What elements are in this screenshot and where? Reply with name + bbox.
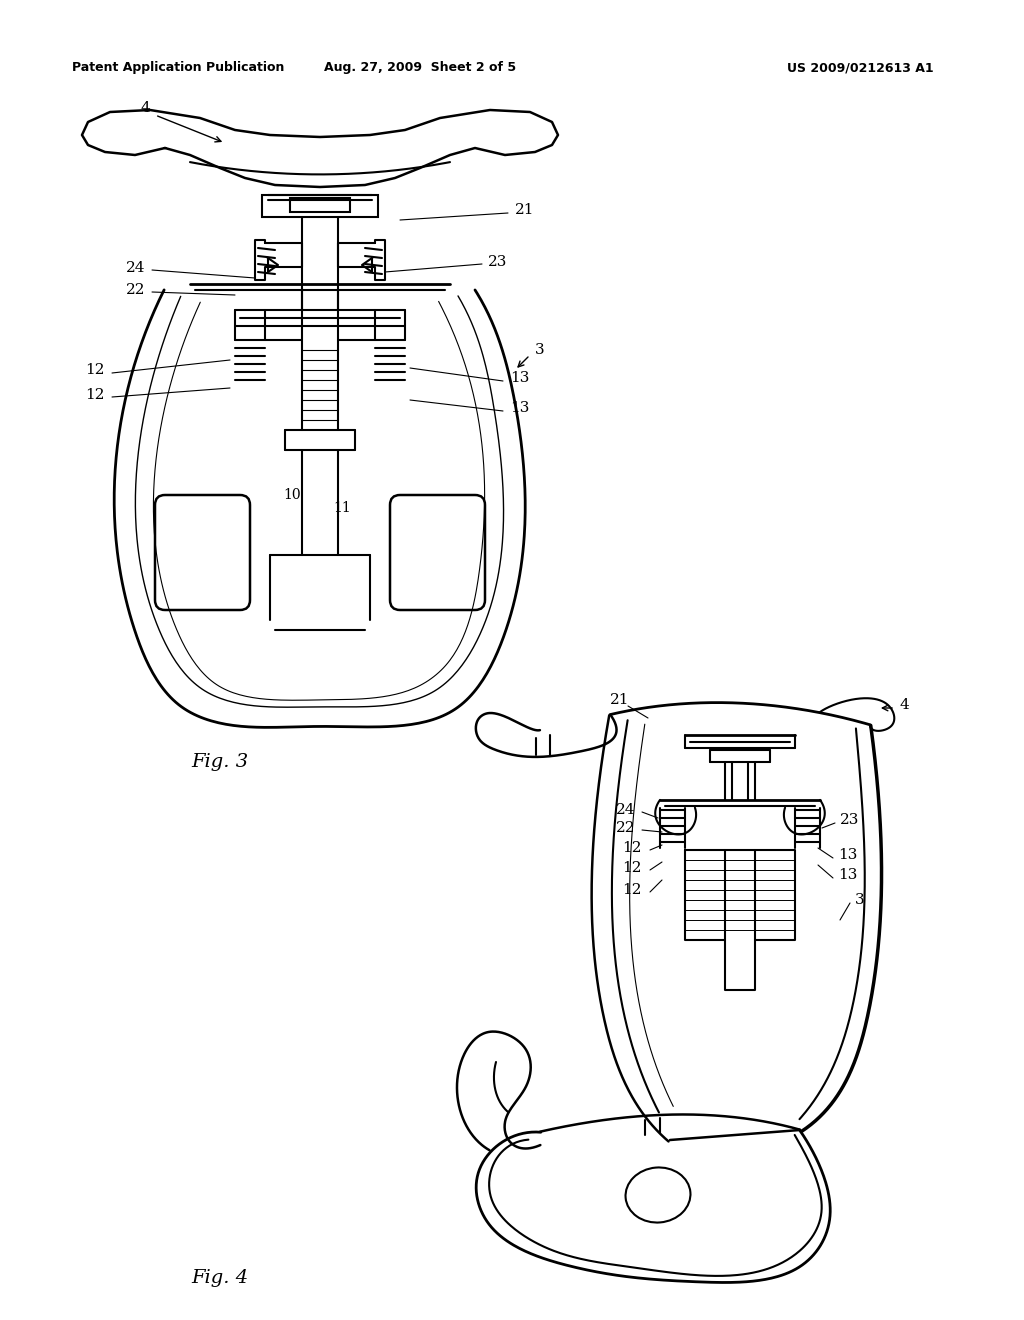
Text: 21: 21 (515, 203, 535, 216)
Text: US 2009/0212613 A1: US 2009/0212613 A1 (786, 62, 933, 74)
Text: 11: 11 (333, 502, 351, 515)
Text: 3: 3 (855, 894, 864, 907)
Text: 22: 22 (126, 282, 145, 297)
Text: 12: 12 (85, 388, 105, 403)
Text: 4: 4 (900, 698, 909, 711)
Text: 13: 13 (510, 371, 529, 385)
Text: 3: 3 (535, 343, 545, 356)
Text: 13: 13 (838, 847, 857, 862)
Text: 23: 23 (840, 813, 859, 828)
Text: 10: 10 (284, 488, 301, 502)
Text: 24: 24 (126, 261, 145, 275)
Text: Fig. 3: Fig. 3 (191, 752, 249, 771)
Text: 12: 12 (623, 861, 642, 875)
Text: 13: 13 (510, 401, 529, 414)
Text: 12: 12 (623, 841, 642, 855)
Bar (290, 198, 350, 213)
Text: Patent Application Publication: Patent Application Publication (72, 62, 285, 74)
Text: Fig. 4: Fig. 4 (191, 1269, 249, 1287)
Text: 21: 21 (610, 693, 630, 708)
Text: 13: 13 (838, 869, 857, 882)
Text: 12: 12 (85, 363, 105, 378)
Text: 22: 22 (615, 821, 635, 836)
Text: 12: 12 (623, 883, 642, 898)
Text: 23: 23 (488, 255, 507, 269)
Text: Aug. 27, 2009  Sheet 2 of 5: Aug. 27, 2009 Sheet 2 of 5 (324, 62, 516, 74)
Text: 24: 24 (615, 803, 635, 817)
Text: 4: 4 (140, 102, 150, 115)
